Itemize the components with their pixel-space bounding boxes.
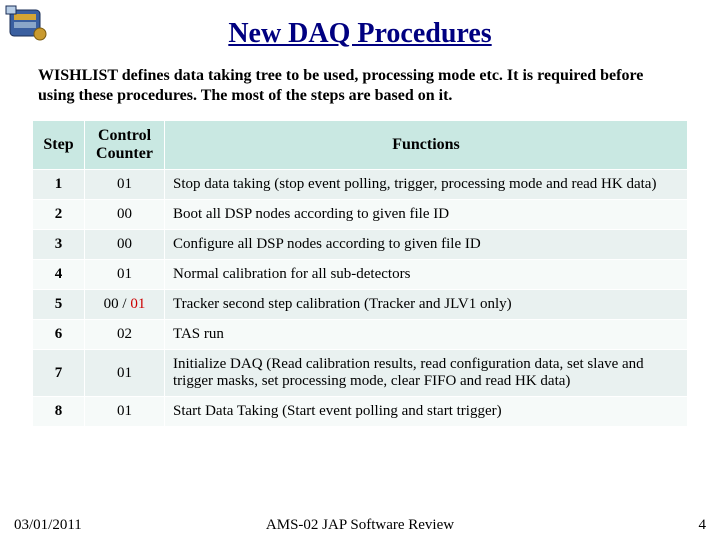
ctrl-part-b: 01 (130, 296, 145, 312)
cell-ctrl: 02 (85, 320, 165, 350)
cell-func: TAS run (165, 320, 688, 350)
cell-step: 7 (33, 350, 85, 397)
table-header-row: Step Control Counter Functions (33, 121, 688, 170)
cell-step: 3 (33, 230, 85, 260)
table-row: 6 02 TAS run (33, 320, 688, 350)
col-func: Functions (165, 121, 688, 170)
procedure-table: Step Control Counter Functions 1 01 Stop… (32, 120, 688, 427)
footer-page-number: 4 (699, 517, 707, 534)
cell-ctrl: 00 / 01 (85, 290, 165, 320)
cell-step: 8 (33, 397, 85, 427)
cell-ctrl: 01 (85, 170, 165, 200)
table-row: 1 01 Stop data taking (stop event pollin… (33, 170, 688, 200)
table-row: 4 01 Normal calibration for all sub-dete… (33, 260, 688, 290)
cell-func: Start Data Taking (Start event polling a… (165, 397, 688, 427)
cell-ctrl: 01 (85, 397, 165, 427)
cell-step: 4 (33, 260, 85, 290)
ctrl-part-a: 00 / (104, 296, 131, 312)
cell-func: Initialize DAQ (Read calibration results… (165, 350, 688, 397)
cell-func: Boot all DSP nodes according to given fi… (165, 200, 688, 230)
col-control: Control Counter (85, 121, 165, 170)
table-row: 2 00 Boot all DSP nodes according to giv… (33, 200, 688, 230)
col-step: Step (33, 121, 85, 170)
page-title: New DAQ Procedures (0, 0, 720, 66)
table-row: 5 00 / 01 Tracker second step calibratio… (33, 290, 688, 320)
cell-step: 2 (33, 200, 85, 230)
cell-step: 6 (33, 320, 85, 350)
cell-ctrl: 00 (85, 200, 165, 230)
intro-text: WISHLIST defines data taking tree to be … (0, 66, 720, 120)
cell-ctrl: 01 (85, 260, 165, 290)
table-row: 8 01 Start Data Taking (Start event poll… (33, 397, 688, 427)
cell-step: 5 (33, 290, 85, 320)
cell-func: Configure all DSP nodes according to giv… (165, 230, 688, 260)
cell-ctrl: 01 (85, 350, 165, 397)
table-row: 7 01 Initialize DAQ (Read calibration re… (33, 350, 688, 397)
table-row: 3 00 Configure all DSP nodes according t… (33, 230, 688, 260)
footer-title: AMS-02 JAP Software Review (0, 517, 720, 534)
logo-icon (4, 4, 50, 46)
cell-func: Normal calibration for all sub-detectors (165, 260, 688, 290)
cell-func: Tracker second step calibration (Tracker… (165, 290, 688, 320)
cell-ctrl: 00 (85, 230, 165, 260)
procedure-table-container: Step Control Counter Functions 1 01 Stop… (0, 120, 720, 427)
cell-step: 1 (33, 170, 85, 200)
cell-func: Stop data taking (stop event polling, tr… (165, 170, 688, 200)
